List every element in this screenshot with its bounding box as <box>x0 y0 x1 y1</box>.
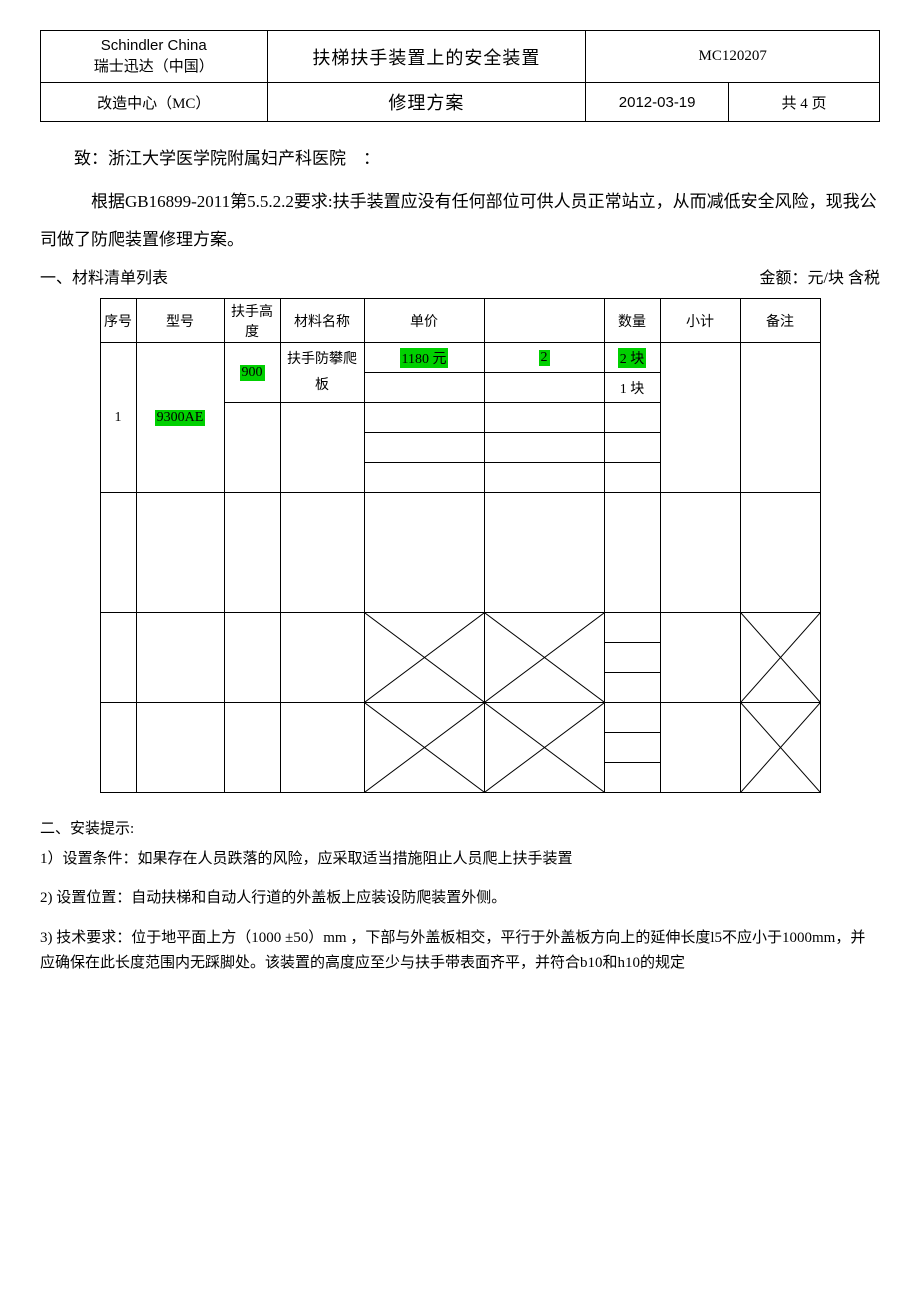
cross-cell <box>484 703 604 793</box>
th-remark: 备注 <box>740 299 820 343</box>
th-model: 型号 <box>136 299 224 343</box>
intro-paragraph: 根据GB16899-2011第5.5.2.2要求:扶手装置应没有任何部位可供人员… <box>40 183 880 258</box>
doc-number: MC120207 <box>586 31 880 83</box>
company-en: Schindler China <box>101 37 207 54</box>
cell-midqty: 2 <box>484 343 604 373</box>
table-row <box>100 613 820 643</box>
company-cn: 瑞士迅达（中国） <box>94 59 214 75</box>
doc-date: 2012-03-19 <box>586 83 729 122</box>
cell-price: 1180 元 <box>364 343 484 373</box>
section1-left: 一、材料清单列表 <box>40 264 168 288</box>
tip-3: 3) 技术要求：位于地平面上方（1000 ±50）mm ，下部与外盖板相交，平行… <box>40 926 880 977</box>
th-subtotal: 小计 <box>660 299 740 343</box>
table-header-row: 序号 型号 扶手高度 材料名称 单价 数量 小计 备注 <box>100 299 820 343</box>
cross-cell <box>364 613 484 703</box>
th-price: 单价 <box>364 299 484 343</box>
cell-qty2: 1 块 <box>604 373 660 403</box>
cell-material: 扶手防攀爬板 <box>280 343 364 403</box>
section2-title: 二、安装提示: <box>40 817 880 843</box>
doc-title-2: 修理方案 <box>267 83 586 122</box>
cross-icon <box>485 613 604 702</box>
dept: 改造中心（MC） <box>41 83 268 122</box>
cell-model: 9300AE <box>136 343 224 493</box>
cell-height: 900 <box>224 343 280 403</box>
cross-icon <box>741 703 820 792</box>
th-material: 材料名称 <box>280 299 364 343</box>
cell-remark <box>740 343 820 493</box>
th-seq: 序号 <box>100 299 136 343</box>
install-tips: 二、安装提示: 1）设置条件：如果存在人员跌落的风险，应采取适当措施阻止人员爬上… <box>40 817 880 977</box>
section1-row: 一、材料清单列表 金额：元/块 含税 <box>40 264 880 288</box>
cross-cell <box>740 703 820 793</box>
section1-right: 金额：元/块 含税 <box>760 264 880 288</box>
cross-cell <box>740 613 820 703</box>
cell-seq: 1 <box>100 343 136 493</box>
cross-cell <box>484 613 604 703</box>
cell-subtotal <box>660 343 740 493</box>
doc-header-table: Schindler China 瑞士迅达（中国） 扶梯扶手装置上的安全装置 MC… <box>40 30 880 122</box>
cross-cell <box>364 703 484 793</box>
cell-qty1: 2 块 <box>604 343 660 373</box>
table-row <box>100 703 820 733</box>
cross-icon <box>365 703 484 792</box>
materials-table: 序号 型号 扶手高度 材料名称 单价 数量 小计 备注 1 9300AE 900… <box>100 298 821 793</box>
doc-pages: 共 4 页 <box>728 83 879 122</box>
cross-icon <box>741 613 820 702</box>
tip-1: 1）设置条件：如果存在人员跌落的风险，应采取适当措施阻止人员爬上扶手装置 <box>40 847 880 873</box>
doc-title-1: 扶梯扶手装置上的安全装置 <box>267 31 586 83</box>
cross-icon <box>365 613 484 702</box>
th-blank <box>484 299 604 343</box>
addressee-line: 致：浙江大学医学院附属妇产科医院 ： <box>40 140 880 177</box>
tip-2: 2) 设置位置：自动扶梯和自动人行道的外盖板上应装设防爬装置外侧。 <box>40 886 880 912</box>
cross-icon <box>485 703 604 792</box>
table-row: 1 9300AE 900 扶手防攀爬板 1180 元 2 2 块 <box>100 343 820 373</box>
th-height: 扶手高度 <box>224 299 280 343</box>
th-qty: 数量 <box>604 299 660 343</box>
